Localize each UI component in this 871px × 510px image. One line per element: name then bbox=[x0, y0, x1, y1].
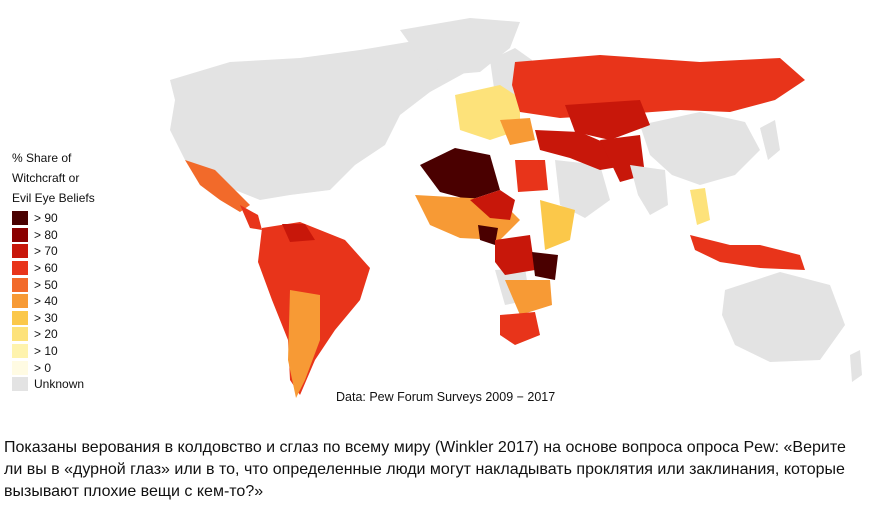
land-colored bbox=[185, 55, 805, 398]
legend-swatch bbox=[12, 227, 28, 242]
region-russia bbox=[512, 55, 805, 118]
legend-title-line-2: Witchcraft or bbox=[12, 171, 80, 185]
legend-item: > 30 bbox=[12, 310, 122, 327]
legend-label: > 60 bbox=[34, 261, 58, 276]
world-map bbox=[170, 18, 862, 398]
legend-title-line-1: % Share of bbox=[12, 151, 72, 165]
legend-label: Unknown bbox=[34, 377, 85, 392]
region-egypt bbox=[515, 160, 548, 192]
legend-title: % Share of Witchcraft or Evil Eye Belief… bbox=[12, 148, 122, 208]
region-india bbox=[630, 165, 668, 215]
region-maghreb bbox=[420, 148, 500, 200]
region-central-america bbox=[240, 205, 262, 230]
landmass-greenland bbox=[400, 18, 520, 75]
region-cameroon bbox=[478, 225, 498, 245]
landmass-japan bbox=[760, 120, 780, 160]
legend-swatch bbox=[12, 294, 28, 309]
legend-label: > 20 bbox=[34, 327, 58, 342]
map-legend: % Share of Witchcraft or Evil Eye Belief… bbox=[12, 148, 122, 393]
legend-item: > 90 bbox=[12, 210, 122, 227]
source-note: Data: Pew Forum Surveys 2009 − 2017 bbox=[336, 390, 556, 404]
region-drc bbox=[495, 235, 535, 275]
region-thailand bbox=[690, 188, 710, 225]
region-south-america-south bbox=[288, 290, 320, 398]
legend-swatch bbox=[12, 377, 28, 392]
legend-item: > 10 bbox=[12, 343, 122, 360]
legend-title-line-3: Evil Eye Beliefs bbox=[12, 191, 95, 205]
legend-item: > 20 bbox=[12, 326, 122, 343]
region-east-africa bbox=[540, 200, 575, 250]
legend-item: > 60 bbox=[12, 260, 122, 277]
region-venezuela bbox=[282, 224, 315, 242]
legend-label: > 40 bbox=[34, 294, 58, 309]
legend-item: > 50 bbox=[12, 276, 122, 293]
legend-swatch bbox=[12, 261, 28, 276]
legend-label: > 0 bbox=[34, 360, 52, 375]
landmass-north-america bbox=[170, 40, 470, 200]
legend-items: > 90 > 80 > 70 > 60 > 50 > 40 > 30 > 20 … bbox=[12, 210, 122, 393]
legend-swatch bbox=[12, 277, 28, 292]
legend-swatch bbox=[12, 211, 28, 226]
region-kazakhstan bbox=[565, 100, 650, 140]
caption-text: Показаны верования в колдовство и сглаз … bbox=[4, 439, 846, 500]
legend-item: > 80 bbox=[12, 227, 122, 244]
landmass-arabia bbox=[555, 160, 610, 218]
region-mexico bbox=[185, 160, 250, 212]
legend-label: > 10 bbox=[34, 344, 58, 359]
legend-swatch bbox=[12, 344, 28, 359]
region-sahel bbox=[470, 190, 515, 220]
region-middle-east bbox=[535, 130, 630, 170]
legend-label: > 70 bbox=[34, 244, 58, 259]
legend-label: > 30 bbox=[34, 310, 58, 325]
region-indonesia bbox=[690, 235, 805, 270]
legend-label: > 80 bbox=[34, 227, 58, 242]
region-southern-africa bbox=[505, 280, 552, 315]
landmass-new-zealand bbox=[850, 350, 862, 382]
landmass-east-asia bbox=[640, 112, 760, 185]
legend-label: > 90 bbox=[34, 211, 58, 226]
legend-label: > 50 bbox=[34, 277, 58, 292]
legend-swatch bbox=[12, 327, 28, 342]
legend-item: > 0 bbox=[12, 359, 122, 376]
landmass-australia bbox=[722, 272, 845, 362]
region-south-africa bbox=[500, 312, 540, 345]
legend-item: Unknown bbox=[12, 376, 122, 393]
legend-swatch bbox=[12, 310, 28, 325]
legend-swatch bbox=[12, 360, 28, 375]
legend-swatch bbox=[12, 244, 28, 259]
legend-item: > 40 bbox=[12, 293, 122, 310]
witchcraft-belief-map: % Share of Witchcraft or Evil Eye Belief… bbox=[12, 18, 862, 404]
region-tanzania bbox=[532, 252, 558, 280]
legend-item: > 70 bbox=[12, 243, 122, 260]
region-balkans bbox=[500, 118, 535, 145]
